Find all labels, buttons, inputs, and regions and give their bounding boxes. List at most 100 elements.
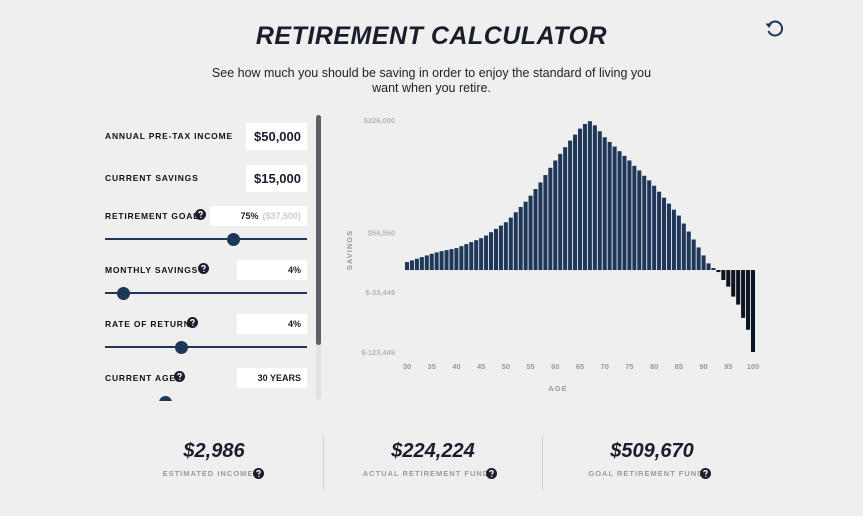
x-tick-label: 50	[502, 362, 510, 371]
slider-thumb[interactable]	[175, 341, 188, 354]
divider	[542, 436, 543, 490]
goal-input[interactable]: 75% ($37,500)	[210, 206, 307, 226]
bar	[404, 262, 410, 271]
bar	[746, 270, 751, 330]
bar	[429, 253, 434, 271]
slider-thumb[interactable]	[227, 233, 240, 246]
bar	[711, 268, 716, 271]
bar	[424, 255, 429, 271]
help-icon[interactable]	[195, 209, 206, 220]
return-input[interactable]: 4%	[237, 314, 307, 334]
bar	[523, 201, 528, 271]
summary-label: ACTUAL RETIREMENT FUND	[362, 469, 490, 478]
bar	[647, 180, 652, 271]
x-tick-label: 30	[403, 362, 411, 371]
summary-label: ESTIMATED INCOME	[162, 469, 254, 478]
bar	[409, 260, 414, 271]
bar	[558, 153, 563, 271]
bar	[538, 182, 543, 271]
bar	[439, 251, 444, 271]
bar	[652, 185, 657, 271]
help-icon[interactable]	[486, 468, 497, 479]
bar	[627, 160, 632, 271]
bar	[513, 212, 518, 271]
bar	[686, 231, 691, 271]
slider-thumb[interactable]	[117, 287, 130, 300]
field-label: RATE OF RETURN	[105, 319, 191, 329]
bar	[662, 197, 667, 271]
bar	[632, 165, 637, 271]
bar	[721, 270, 726, 281]
bar	[474, 240, 479, 271]
age-input[interactable]: 30 YEARS	[237, 368, 307, 388]
bar	[617, 151, 622, 271]
bar	[449, 249, 454, 271]
savings-input[interactable]: $15,000	[246, 165, 307, 192]
bar	[671, 209, 676, 271]
scrollbar-thumb[interactable]	[316, 115, 321, 345]
help-icon[interactable]	[187, 317, 198, 328]
x-tick-label: 95	[724, 362, 732, 371]
bar	[657, 191, 662, 271]
y-axis-label: SAVINGS	[345, 230, 354, 270]
field-label: RETIREMENT GOAL	[105, 211, 200, 221]
x-tick-label: 35	[428, 362, 436, 371]
income-input[interactable]: $50,000	[246, 123, 307, 150]
x-tick-label: 60	[551, 362, 559, 371]
y-tick-label: $226,000	[364, 116, 395, 125]
bar	[637, 170, 642, 271]
x-tick-label: 65	[576, 362, 584, 371]
bar	[612, 146, 617, 271]
field-label: MONTHLY SAVINGS	[105, 265, 199, 275]
input-panel: ANNUAL PRE-TAX INCOME $50,000 CURRENT SA…	[100, 112, 312, 401]
bar	[498, 225, 503, 271]
help-icon[interactable]	[253, 468, 264, 479]
y-tick-label: $56,550	[368, 228, 395, 237]
bar	[484, 235, 489, 271]
bar	[489, 232, 494, 271]
x-tick-label: 40	[452, 362, 460, 371]
bar	[563, 147, 568, 271]
savings-chart: SAVINGS AGE $-123,449 $-33,449 $56,550 $226…	[345, 116, 760, 393]
bar	[577, 128, 583, 271]
summary-label: GOAL RETIREMENT FUND	[588, 469, 704, 478]
title: RETIREMENT CALCULATOR	[255, 22, 608, 50]
help-icon[interactable]	[198, 263, 209, 274]
slider-track[interactable]	[105, 292, 307, 294]
bar	[597, 131, 602, 271]
bar	[464, 244, 469, 271]
bar	[681, 223, 686, 271]
goal-amount: ($37,500)	[262, 211, 301, 221]
bar	[454, 248, 459, 271]
x-tick-label: 75	[625, 362, 633, 371]
help-icon[interactable]	[174, 371, 185, 382]
bar	[548, 167, 553, 271]
reset-button[interactable]	[764, 18, 786, 40]
bar	[503, 222, 508, 271]
bar	[750, 270, 756, 352]
bar	[642, 175, 647, 271]
bar	[622, 155, 627, 271]
slider-track[interactable]	[105, 346, 307, 348]
bar	[701, 255, 706, 271]
monthly-input[interactable]: 4%	[237, 260, 307, 280]
summary-value: $509,670	[610, 440, 694, 462]
x-axis-label: AGE	[548, 384, 567, 393]
x-tick-label: 70	[601, 362, 609, 371]
bar	[414, 258, 419, 271]
slider-thumb[interactable]	[159, 396, 172, 401]
bar	[706, 263, 711, 271]
bar	[568, 140, 573, 271]
help-icon[interactable]	[700, 468, 711, 479]
x-tick-label: 100	[747, 362, 760, 371]
summary-value: $2,986	[183, 440, 245, 462]
y-tick-label: $-123,449	[361, 348, 395, 357]
bar	[543, 175, 548, 271]
x-tick-label: 45	[477, 362, 485, 371]
bar	[493, 228, 498, 271]
slider-track[interactable]	[105, 238, 307, 240]
divider	[323, 436, 324, 490]
bar	[607, 141, 612, 271]
bar	[528, 195, 533, 271]
